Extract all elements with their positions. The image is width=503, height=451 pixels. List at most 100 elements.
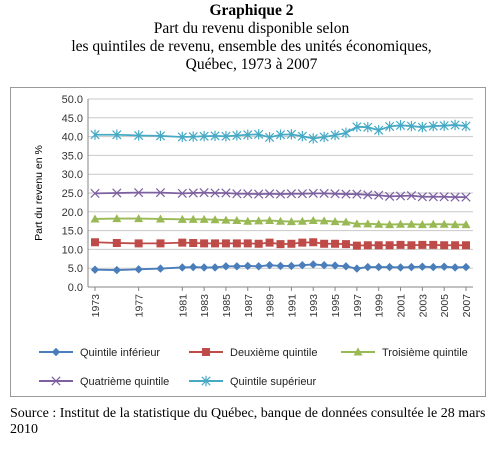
data-point bbox=[90, 214, 100, 223]
data-point bbox=[330, 129, 340, 141]
data-point bbox=[210, 263, 220, 272]
data-point bbox=[90, 188, 100, 199]
data-point bbox=[450, 192, 460, 202]
data-point bbox=[221, 188, 231, 198]
data-point bbox=[308, 188, 318, 199]
data-point bbox=[156, 264, 165, 273]
data-point bbox=[385, 220, 395, 229]
x-tick-label: 1987 bbox=[243, 294, 255, 318]
data-point bbox=[298, 260, 307, 270]
data-point bbox=[352, 121, 362, 133]
source-note: Source : Institut de la statistique du Q… bbox=[10, 406, 486, 437]
legend-label: Quintile supérieur bbox=[230, 376, 317, 388]
data-point bbox=[199, 131, 209, 142]
data-point bbox=[134, 239, 143, 248]
data-point bbox=[319, 260, 329, 270]
data-point bbox=[275, 129, 286, 140]
data-point bbox=[254, 239, 263, 248]
data-point bbox=[254, 189, 264, 199]
data-point bbox=[450, 220, 460, 229]
data-point bbox=[188, 188, 198, 198]
y-tick-label: 0.0 bbox=[68, 282, 83, 294]
x-tick-label: 1985 bbox=[221, 294, 233, 318]
data-point bbox=[232, 239, 241, 248]
data-point bbox=[210, 215, 220, 224]
data-point bbox=[374, 125, 384, 136]
data-point bbox=[264, 189, 275, 199]
data-point bbox=[439, 192, 449, 202]
data-point bbox=[177, 131, 187, 143]
y-tick-label: 25.0 bbox=[62, 188, 83, 200]
data-point bbox=[232, 262, 242, 271]
x-tick-label: 1983 bbox=[199, 294, 211, 318]
y-tick-label: 15.0 bbox=[62, 226, 83, 238]
x-tick-label: 2005 bbox=[439, 294, 451, 318]
data-point bbox=[396, 240, 405, 249]
data-point bbox=[319, 131, 329, 143]
y-tick-label: 20.0 bbox=[62, 207, 83, 219]
data-point bbox=[417, 122, 427, 133]
y-axis-label: Part du revenu en % bbox=[33, 145, 45, 241]
y-tick-label: 40.0 bbox=[62, 132, 83, 144]
data-point bbox=[221, 262, 231, 271]
x-tick-label: 1991 bbox=[286, 294, 298, 318]
data-point bbox=[396, 263, 405, 272]
data-point bbox=[319, 188, 329, 199]
line-chart: 0.0 5.0 10.0 15.0 20.0 25.0 30.0 35.0 40.0 45.0 50… bbox=[33, 94, 473, 388]
data-point bbox=[330, 189, 340, 199]
data-point bbox=[451, 241, 460, 250]
data-point bbox=[210, 130, 220, 142]
data-point bbox=[341, 127, 351, 139]
data-point bbox=[352, 264, 362, 273]
legend-label: Quatrième quintile bbox=[80, 376, 169, 388]
data-point bbox=[199, 263, 209, 272]
data-point bbox=[243, 129, 253, 140]
data-point bbox=[232, 215, 242, 224]
chart-title-line-3: Québec, 1973 à 2007 bbox=[185, 56, 318, 73]
data-point bbox=[91, 238, 99, 247]
x-tick-label: 1997 bbox=[352, 294, 364, 318]
data-point bbox=[156, 239, 165, 248]
data-point bbox=[352, 241, 361, 250]
data-point bbox=[287, 261, 296, 271]
data-point bbox=[298, 238, 307, 247]
data-point bbox=[450, 263, 460, 272]
legend-marker bbox=[201, 375, 211, 387]
legend-item: Deuxième quintile bbox=[189, 347, 317, 359]
data-point bbox=[352, 219, 362, 228]
y-tick-label: 35.0 bbox=[62, 150, 83, 162]
legend-label: Quintile inférieur bbox=[80, 347, 160, 359]
data-point bbox=[134, 265, 143, 274]
y-tick-label: 45.0 bbox=[62, 113, 83, 125]
data-point bbox=[243, 216, 253, 225]
data-point bbox=[297, 131, 307, 142]
data-point bbox=[319, 216, 329, 225]
data-point bbox=[199, 187, 209, 198]
y-tick-label: 30.0 bbox=[62, 169, 83, 181]
data-point bbox=[211, 239, 220, 248]
legend-marker bbox=[51, 347, 61, 357]
data-point bbox=[406, 120, 417, 132]
series-3 bbox=[90, 214, 471, 229]
data-point bbox=[254, 262, 263, 271]
data-point bbox=[461, 220, 471, 229]
data-point bbox=[232, 130, 242, 141]
data-point bbox=[178, 263, 187, 272]
data-point bbox=[450, 119, 460, 131]
data-point bbox=[297, 216, 307, 225]
data-point bbox=[363, 241, 372, 250]
data-point bbox=[417, 220, 427, 229]
legend-item: Quatrième quintile bbox=[39, 376, 169, 388]
data-point bbox=[188, 131, 198, 142]
chart-title-line-1: Part du revenu disponible selon bbox=[153, 20, 350, 37]
data-point bbox=[221, 239, 230, 248]
y-tick-label: 10.0 bbox=[62, 244, 83, 256]
data-point bbox=[155, 187, 166, 198]
y-tick-label: 50.0 bbox=[62, 94, 83, 106]
data-point bbox=[275, 189, 286, 199]
data-point bbox=[112, 265, 122, 275]
data-point bbox=[286, 129, 297, 140]
data-point bbox=[221, 215, 231, 224]
data-point bbox=[363, 262, 372, 272]
data-point bbox=[134, 187, 144, 198]
